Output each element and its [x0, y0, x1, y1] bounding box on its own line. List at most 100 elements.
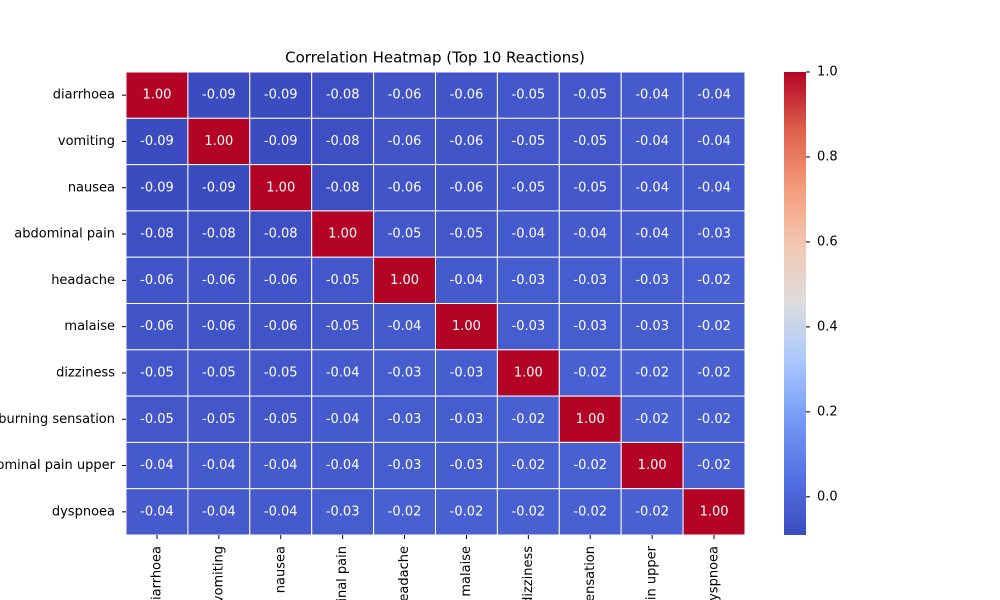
cell-label: -0.03 [512, 319, 546, 334]
heatmap-cell [682, 395, 746, 443]
cell-label: -0.04 [635, 88, 669, 103]
colorbar-tick-label: 0.4 [817, 319, 838, 334]
x-tick-label: nausea [273, 546, 288, 593]
cell-label: -0.02 [635, 365, 669, 380]
cell-label: -0.04 [140, 458, 174, 473]
cell-label: -0.02 [697, 365, 731, 380]
heatmap-cell [620, 395, 684, 443]
cell-label: -0.08 [326, 134, 360, 149]
heatmap-cell [187, 117, 251, 166]
cell-label: -0.06 [140, 319, 174, 334]
cell-label: -0.02 [573, 458, 607, 473]
cell-label: -0.03 [450, 412, 484, 427]
cell-label: -0.02 [512, 412, 546, 427]
cell-label: -0.05 [202, 365, 236, 380]
cell-label: -0.06 [388, 180, 422, 195]
cell-label: -0.02 [512, 458, 546, 473]
y-tick-label: diarrhoea [53, 88, 115, 103]
cell-label: -0.04 [326, 365, 360, 380]
cell-label: -0.06 [450, 180, 484, 195]
cell-label: -0.08 [202, 227, 236, 242]
cell-label: -0.05 [140, 365, 174, 380]
heatmap-cell [496, 210, 560, 258]
colorbar-tick-label: 0.0 [817, 489, 838, 504]
cell-label: -0.09 [140, 134, 174, 149]
heatmap-cell [373, 488, 437, 536]
cell-label: -0.05 [573, 180, 607, 195]
x-tick-label: vomiting [211, 546, 226, 600]
y-tick-label: nausea [68, 180, 115, 195]
heatmap-cell [620, 441, 684, 490]
heatmap-cell [125, 210, 189, 258]
heatmap-cell [435, 349, 498, 397]
cell-label: -0.08 [326, 88, 360, 103]
cell-label: 1.00 [576, 412, 605, 427]
cell-label: -0.05 [326, 273, 360, 288]
heatmap-cell [373, 164, 437, 212]
heatmap-cell [682, 210, 746, 258]
x-tick-label: burning sensation [583, 546, 598, 600]
heatmap-cell [435, 256, 498, 305]
cell-label: -0.02 [573, 504, 607, 519]
cell-label: -0.05 [573, 134, 607, 149]
cell-label: 1.00 [638, 458, 667, 473]
cell-label: 1.00 [142, 88, 171, 103]
cell-label: -0.06 [450, 88, 484, 103]
cell-label: -0.06 [202, 319, 236, 334]
cell-label: -0.03 [573, 273, 607, 288]
cell-label: -0.03 [635, 319, 669, 334]
cell-label: -0.04 [697, 180, 731, 195]
y-tick-label: malaise [64, 319, 115, 334]
heatmap-cell [558, 441, 622, 490]
heatmap-cell [496, 349, 560, 397]
heatmap-cell [249, 71, 313, 119]
cell-label: -0.04 [326, 458, 360, 473]
heatmap-cell [558, 256, 622, 305]
heatmap-cell [620, 488, 684, 536]
cell-label: -0.04 [264, 504, 298, 519]
cell-label: -0.06 [140, 273, 174, 288]
y-tick-label: abdominal pain upper [0, 458, 116, 473]
cell-label: -0.09 [140, 180, 174, 195]
heatmap-cell [435, 210, 498, 258]
cell-label: -0.02 [697, 412, 731, 427]
cell-label: -0.02 [450, 504, 484, 519]
cell-label: -0.04 [202, 458, 236, 473]
x-tick-label: diarrhoea [149, 546, 164, 600]
cell-label: -0.02 [635, 412, 669, 427]
cell-label: -0.06 [264, 319, 298, 334]
heatmap-cell [682, 117, 746, 166]
cell-label: -0.04 [635, 134, 669, 149]
x-tick-label: headache [397, 546, 412, 600]
cell-label: -0.05 [264, 412, 298, 427]
cell-label: -0.04 [512, 227, 546, 242]
y-tick-label: burning sensation [0, 412, 115, 427]
heatmap-cell [373, 256, 437, 305]
heatmap-cell [558, 488, 622, 536]
cell-label: -0.04 [697, 88, 731, 103]
heatmap-cell [249, 256, 313, 305]
cell-label: -0.03 [326, 504, 360, 519]
x-tick-label: dizziness [521, 546, 536, 600]
cell-label: -0.03 [450, 365, 484, 380]
cell-label: -0.09 [202, 180, 236, 195]
chart-title: Correlation Heatmap (Top 10 Reactions) [285, 49, 585, 67]
heatmap-cell [311, 349, 375, 397]
cell-label: -0.03 [573, 319, 607, 334]
heatmap-cell [373, 303, 437, 351]
colorbar-tick-label: 0.2 [817, 404, 838, 419]
heatmap-cell [187, 71, 251, 119]
heatmap-cell [558, 71, 622, 119]
cell-label: -0.09 [202, 88, 236, 103]
cell-label: -0.05 [512, 88, 546, 103]
cell-label: -0.03 [512, 273, 546, 288]
cell-label: -0.05 [388, 227, 422, 242]
heatmap-cell [125, 488, 189, 536]
cell-label: -0.06 [388, 134, 422, 149]
cell-label: -0.03 [388, 412, 422, 427]
heatmap-cell [620, 164, 684, 212]
cell-label: -0.04 [635, 180, 669, 195]
cell-label: -0.08 [326, 180, 360, 195]
heatmap-cell [682, 256, 746, 305]
